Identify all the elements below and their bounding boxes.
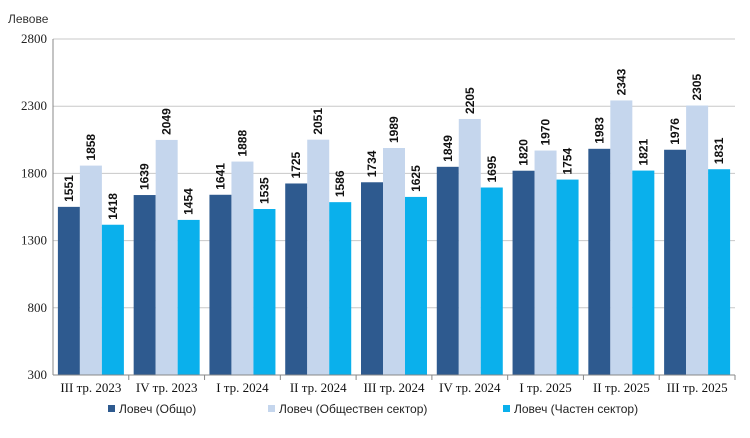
legend-swatch bbox=[108, 405, 115, 412]
data-labels: 1551 1858 1418 1639 2049 1454 1641 1888 1535 1725… bbox=[62, 68, 726, 219]
bar bbox=[209, 194, 232, 375]
bar bbox=[361, 182, 383, 375]
bar bbox=[588, 148, 611, 375]
data-label: 1888 bbox=[235, 130, 249, 157]
data-label: 1625 bbox=[409, 165, 423, 192]
data-label: 2205 bbox=[463, 87, 477, 114]
data-label: 1858 bbox=[84, 134, 98, 161]
bars bbox=[57, 100, 731, 375]
bar bbox=[101, 224, 124, 375]
y-axis-label: Левове bbox=[8, 12, 49, 26]
data-label: 1831 bbox=[712, 137, 726, 164]
bar bbox=[231, 161, 254, 375]
y-tick-label: 300 bbox=[28, 367, 48, 382]
data-label: 1970 bbox=[539, 119, 553, 146]
bar bbox=[556, 179, 579, 375]
x-tick-label: III тр. 2024 bbox=[363, 380, 425, 395]
x-tick-label: I тр. 2025 bbox=[519, 380, 571, 395]
y-tick-label: 2300 bbox=[21, 98, 47, 113]
data-label: 1849 bbox=[441, 135, 455, 162]
data-label: 1695 bbox=[485, 155, 499, 182]
bar bbox=[686, 105, 709, 375]
bar bbox=[329, 202, 352, 375]
data-label: 1821 bbox=[636, 139, 650, 166]
x-tick-label: III тр. 2025 bbox=[667, 380, 728, 395]
data-label: 1586 bbox=[333, 170, 347, 197]
legend: Ловеч (Общо) Ловеч (Обществен сектор) Лове… bbox=[108, 402, 638, 416]
bar bbox=[632, 170, 655, 375]
bar bbox=[610, 100, 633, 375]
bar bbox=[177, 219, 200, 375]
bar bbox=[57, 206, 80, 375]
x-tick-label: I тр. 2024 bbox=[216, 380, 269, 395]
legend-swatch bbox=[268, 405, 275, 412]
data-label: 1983 bbox=[592, 117, 606, 144]
y-tick-label: 800 bbox=[28, 300, 48, 315]
bar bbox=[512, 170, 535, 375]
data-label: 1535 bbox=[257, 177, 271, 204]
data-label: 1641 bbox=[213, 163, 227, 190]
x-tick-label: IV тр. 2023 bbox=[136, 380, 198, 395]
data-label: 1734 bbox=[365, 150, 379, 177]
bar bbox=[708, 169, 731, 375]
bar bbox=[664, 149, 687, 375]
x-tick-label: II тр. 2025 bbox=[593, 380, 650, 395]
y-tick-label: 2800 bbox=[21, 31, 47, 46]
data-label: 1976 bbox=[668, 118, 682, 145]
bar bbox=[133, 195, 156, 375]
data-label: 1725 bbox=[289, 151, 303, 178]
data-label: 1820 bbox=[517, 139, 531, 166]
data-label: 2049 bbox=[160, 108, 174, 135]
bar bbox=[436, 166, 459, 375]
bar bbox=[155, 139, 178, 375]
y-tick-label: 1800 bbox=[21, 165, 47, 180]
data-label: 1754 bbox=[561, 148, 575, 175]
x-tick-label: IV тр. 2024 bbox=[439, 380, 501, 395]
data-label: 2051 bbox=[311, 108, 325, 135]
bar bbox=[253, 209, 276, 375]
data-label: 1639 bbox=[138, 163, 152, 190]
legend-swatch bbox=[503, 405, 510, 412]
data-label: 1418 bbox=[106, 193, 120, 220]
data-label: 2305 bbox=[690, 74, 704, 101]
data-label: 2343 bbox=[614, 68, 628, 95]
bar bbox=[79, 165, 102, 375]
x-tick-label: II тр. 2024 bbox=[290, 380, 347, 395]
legend-label: Ловеч (Общо) bbox=[119, 402, 196, 416]
bar bbox=[405, 196, 427, 375]
legend-label: Ловеч (Частен сектор) bbox=[514, 402, 638, 416]
bar bbox=[480, 187, 503, 375]
data-label: 1454 bbox=[182, 188, 196, 215]
bar bbox=[383, 147, 405, 375]
bar bbox=[458, 118, 481, 375]
bar bbox=[534, 150, 557, 375]
data-label: 1989 bbox=[387, 116, 401, 143]
legend-label: Ловеч (Обществен сектор) bbox=[279, 402, 427, 416]
axes: 300 800 1300 1800 2300 2800 III тр. 2023 IV тр.… bbox=[21, 31, 736, 395]
data-label: 1551 bbox=[62, 175, 76, 202]
x-tick-label: III тр. 2023 bbox=[60, 380, 121, 395]
bar bbox=[285, 183, 308, 375]
y-tick-label: 1300 bbox=[21, 233, 47, 248]
bar bbox=[307, 139, 330, 375]
